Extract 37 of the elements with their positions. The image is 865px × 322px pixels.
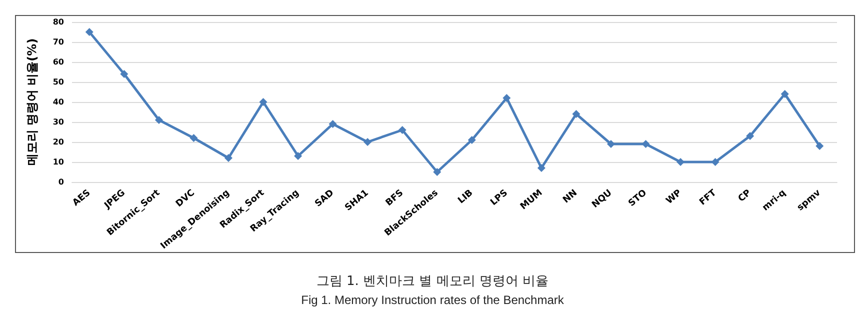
y-tick-label: 40 <box>52 98 64 106</box>
point <box>816 142 824 150</box>
point <box>259 98 268 106</box>
point <box>364 138 372 146</box>
y-tick-label: 80 <box>52 18 64 26</box>
x-tick-label: NN <box>561 188 580 206</box>
point <box>606 140 615 148</box>
y-tick-label: 50 <box>52 78 64 86</box>
point <box>433 168 442 176</box>
point <box>398 126 406 134</box>
y-tick-label: 30 <box>52 118 64 126</box>
point <box>120 70 128 78</box>
y-axis-title: 메모리 명령어 비율(%) <box>25 38 39 166</box>
point <box>294 152 302 160</box>
x-tick-label: LIB <box>456 188 476 206</box>
point <box>328 120 337 128</box>
y-tick-label: 20 <box>52 138 64 146</box>
point <box>190 134 198 142</box>
text: Fig 1. Memory Instruction rates of the Benchmark <box>301 293 565 307</box>
point <box>224 154 232 162</box>
point <box>85 28 94 36</box>
point <box>746 132 754 140</box>
x-tick-label: CP <box>736 188 754 204</box>
point <box>537 164 546 172</box>
point <box>154 116 163 124</box>
point <box>711 158 720 166</box>
point <box>642 140 650 148</box>
y-tick-label: 60 <box>52 58 64 66</box>
y-tick-label: 70 <box>52 38 64 46</box>
point <box>572 110 580 118</box>
x-tick-label: WP <box>664 188 684 206</box>
point <box>780 90 789 98</box>
y-tick-label: 10 <box>52 158 64 166</box>
y-tick-label: 0 <box>58 178 64 186</box>
text: 그림 1. 벤치마크 별 메모리 명령어 비율 <box>316 274 549 289</box>
point <box>468 136 476 144</box>
point <box>502 94 511 102</box>
